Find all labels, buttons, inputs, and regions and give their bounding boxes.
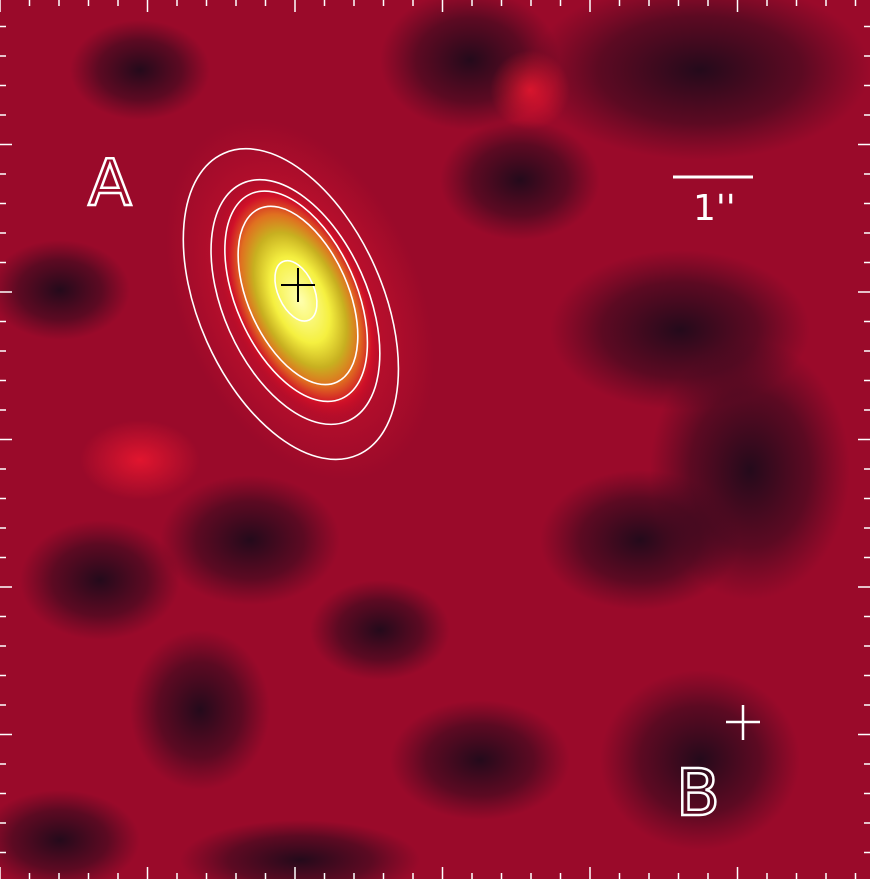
label-b: B (676, 757, 720, 831)
scale-label: 1'' (693, 188, 736, 229)
label-a: A (88, 147, 132, 221)
image-view: A 1'' B (0, 0, 870, 879)
page: A 1'' B (() => { const data = JSON.parse… (0, 0, 870, 879)
